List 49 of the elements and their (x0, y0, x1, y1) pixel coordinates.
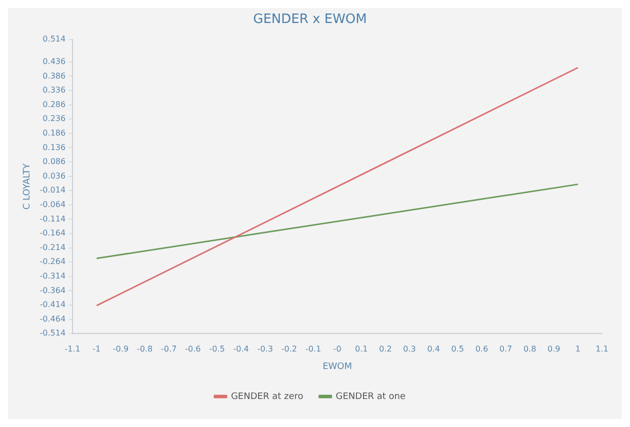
x-tick-label: 0.4 (427, 344, 440, 354)
y-axis-title: C LOYALTY (22, 163, 33, 210)
y-tick-label: 0.036 (42, 171, 66, 180)
y-tick-label: 0.286 (42, 100, 66, 109)
x-tick-label: -0.4 (233, 344, 249, 354)
x-tick-label: 0.7 (499, 344, 512, 354)
x-tick-label: -0.7 (161, 344, 177, 354)
y-tick-label: -0.364 (40, 286, 66, 295)
x-tick-label: 1.1 (596, 344, 608, 354)
y-tick-label: -0.014 (40, 186, 66, 195)
x-tick-label: -0.9 (112, 344, 129, 354)
x-tick-label: -0.1 (305, 344, 322, 354)
x-tick-label: -0.2 (281, 344, 297, 354)
x-tick-label: -1 (92, 344, 101, 354)
x-tick-label: 0.2 (379, 344, 392, 354)
y-tick-label: -0.164 (40, 228, 66, 238)
y-tick-label: -0.464 (40, 314, 66, 324)
x-tick-label: -0.8 (136, 344, 153, 354)
y-tick-label: 0.514 (42, 34, 66, 44)
x-tick-label: 0.3 (403, 344, 416, 354)
x-axis-title: EWOM (322, 362, 352, 372)
x-tick-label: -0 (333, 344, 342, 354)
x-tick-label: 0.1 (354, 344, 368, 354)
x-tick-label: 0.6 (475, 344, 488, 354)
y-tick-label: -0.264 (40, 257, 66, 266)
x-tick-label: -0.6 (185, 344, 201, 354)
y-tick-label: -0.114 (40, 214, 66, 224)
y-tick-label: 0.186 (42, 128, 66, 138)
y-tick-label: 0.336 (42, 86, 66, 95)
x-tick-label: -0.3 (257, 344, 273, 354)
x-tick-label: 0.8 (523, 344, 536, 354)
y-tick-label: -0.214 (40, 242, 66, 252)
y-tick-label: -0.064 (40, 200, 66, 209)
y-tick-label: -0.414 (40, 300, 66, 310)
legend-label: GENDER at one (336, 392, 406, 402)
x-tick-label: 0.9 (548, 344, 560, 354)
y-tick-label: -0.314 (40, 271, 66, 280)
y-tick-label: 0.086 (42, 157, 66, 166)
y-tick-label: 0.386 (42, 71, 66, 80)
x-tick-label: -0.5 (209, 344, 225, 354)
chart-title: GENDER x EWOM (253, 12, 367, 28)
y-tick-label: 0.136 (42, 142, 66, 152)
x-tick-label: 0.5 (451, 344, 464, 354)
y-tick-label: -0.514 (40, 328, 66, 338)
y-tick-label: 0.436 (42, 56, 66, 66)
y-tick-label: 0.236 (42, 114, 66, 124)
x-tick-label: -1.1 (64, 344, 80, 354)
x-tick-label: 1 (575, 344, 580, 354)
legend-label: GENDER at zero (230, 392, 304, 402)
